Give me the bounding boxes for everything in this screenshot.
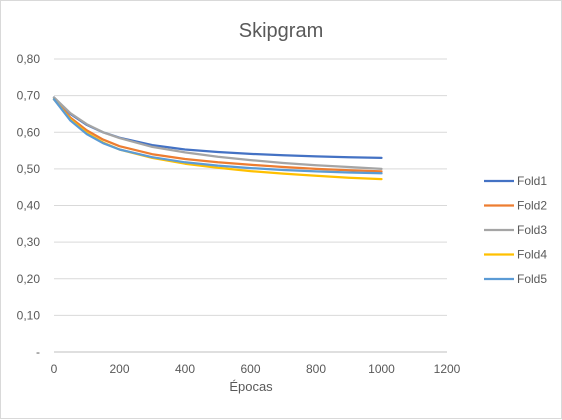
y-tick-label: 0,80 bbox=[17, 52, 41, 66]
legend-label: Fold1 bbox=[517, 174, 547, 188]
legend: Fold1 Fold2 Fold3 Fold4 Fold5 bbox=[484, 174, 547, 286]
y-tick-label: 0,10 bbox=[17, 308, 41, 322]
x-tick-label: 0 bbox=[51, 362, 58, 376]
x-tick-label: 1000 bbox=[368, 362, 395, 376]
series-line-fold2 bbox=[52, 98, 383, 173]
y-tick-label: - bbox=[36, 345, 40, 359]
x-tick-label: 200 bbox=[109, 362, 129, 376]
axes: - 0,10 0,20 0,30 0,40 0,50 0,60 0,70 0,80 0 200 400… bbox=[17, 52, 461, 376]
series-line-fold5 bbox=[52, 98, 383, 175]
x-tick-label: 600 bbox=[240, 362, 260, 376]
legend-label: Fold5 bbox=[517, 272, 547, 286]
series-line-fold3 bbox=[52, 96, 383, 171]
legend-label: Fold4 bbox=[517, 248, 547, 262]
series-lines bbox=[52, 96, 383, 181]
x-tick-label: 800 bbox=[306, 362, 326, 376]
y-tick-label: 0,20 bbox=[17, 272, 41, 286]
gridlines bbox=[54, 58, 447, 316]
y-tick-label: 0,70 bbox=[17, 89, 41, 103]
legend-label: Fold2 bbox=[517, 199, 547, 213]
y-tick-label: 0,40 bbox=[17, 199, 41, 213]
legend-label: Fold3 bbox=[517, 223, 547, 237]
x-tick-label: 1200 bbox=[434, 362, 461, 376]
x-axis-label: Épocas bbox=[229, 379, 273, 394]
y-tick-label: 0,30 bbox=[17, 235, 41, 249]
series-line-fold1 bbox=[52, 96, 383, 160]
x-tick-label: 400 bbox=[175, 362, 195, 376]
chart-title: Skipgram bbox=[239, 20, 323, 42]
y-tick-label: 0,60 bbox=[17, 125, 41, 139]
y-tick-label: 0,50 bbox=[17, 162, 41, 176]
